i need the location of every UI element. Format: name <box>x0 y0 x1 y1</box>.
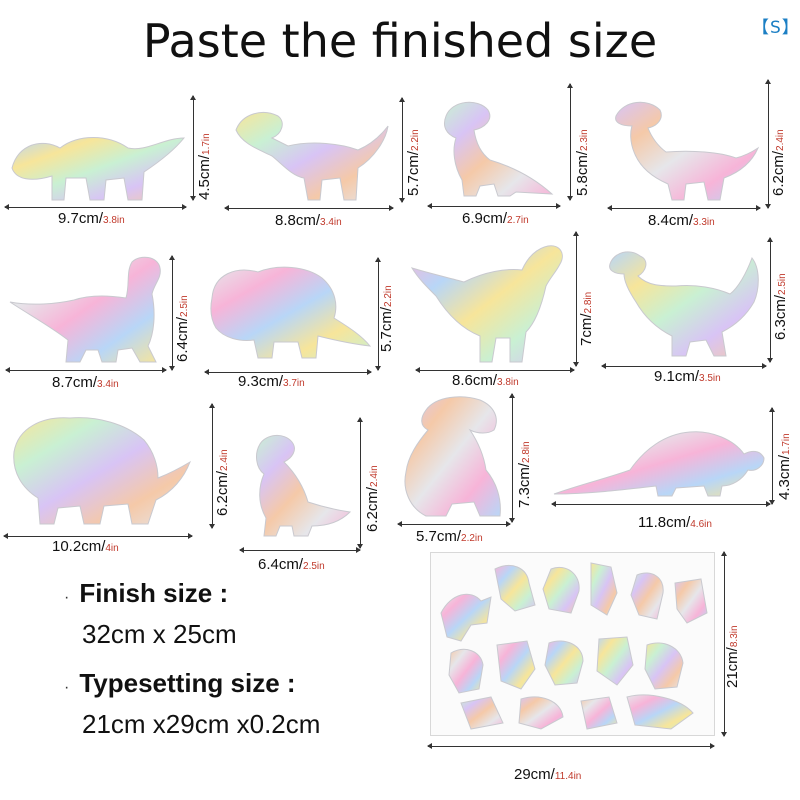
dinosaur-sticker-image <box>235 112 389 201</box>
width-dimension-line <box>551 501 771 507</box>
typesetting-size-value: 21cm x29cm x0.2cm <box>82 709 321 739</box>
height-label: 6.3cm/2.5in <box>772 273 789 340</box>
width-label: 11.8cm/4.6in <box>638 514 712 531</box>
height-dimension-line <box>573 231 579 367</box>
finish-size-row: · Finish size : <box>64 578 229 608</box>
width-label: 5.7cm/2.2in <box>416 528 483 545</box>
width-dimension-line <box>224 205 394 211</box>
height-dimension-line <box>769 407 775 505</box>
height-label: 21cm/8.3in <box>724 625 741 688</box>
height-label: 6.2cm/2.4in <box>214 449 231 516</box>
width-label: 29cm/11.4in <box>514 766 582 783</box>
width-label: 9.3cm/3.7in <box>238 373 305 390</box>
width-label: 9.7cm/3.8in <box>58 210 125 227</box>
width-dimension-line <box>239 547 361 553</box>
height-label: 6.4cm/2.5in <box>174 295 191 362</box>
height-dimension-line <box>567 83 573 201</box>
height-label: 7.3cm/2.8in <box>516 441 533 508</box>
width-label: 10.2cm/4in <box>52 538 119 555</box>
width-dimension-line <box>427 743 715 749</box>
brand-logo: 【S】 <box>752 18 800 38</box>
height-dimension-line <box>399 97 405 203</box>
height-label: 4.5cm/1.7in <box>196 133 213 200</box>
width-dimension-line <box>415 367 575 373</box>
width-dimension-line <box>204 369 372 375</box>
width-label: 6.9cm/2.7in <box>462 210 529 227</box>
dinosaur-sticker-image <box>9 256 161 363</box>
width-label: 8.8cm/3.4in <box>275 212 342 229</box>
dinosaur-sticker-image <box>210 266 372 359</box>
height-dimension-line <box>765 79 771 209</box>
typesetting-size-row: · Typesetting size : <box>64 668 296 698</box>
dinosaur-sticker-image <box>256 435 352 537</box>
width-dimension-line <box>601 363 767 369</box>
height-label: 6.2cm/2.4in <box>770 129 787 196</box>
dinosaur-sticker-image <box>410 245 563 363</box>
width-dimension-line <box>4 204 187 210</box>
dinosaur-sticker-image <box>11 137 186 201</box>
dinosaur-sticker-image <box>443 101 554 197</box>
width-dimension-line <box>3 533 193 539</box>
dinosaur-sticker-image <box>609 251 759 357</box>
width-dimension-line <box>427 203 561 209</box>
height-dimension-line <box>190 95 196 201</box>
dinosaur-sticker-image <box>13 417 191 525</box>
dinosaur-sticker-image <box>404 396 501 517</box>
height-dimension-line <box>509 393 515 523</box>
sheet-dinosaurs-image <box>440 562 708 730</box>
height-dimension-line <box>721 551 727 737</box>
height-label: 4.3cm/1.7in <box>776 433 793 500</box>
page-title: Paste the finished size <box>142 14 658 68</box>
width-label: 6.4cm/2.5in <box>258 556 325 573</box>
height-dimension-line <box>357 417 363 549</box>
height-label: 6.2cm/2.4in <box>364 465 381 532</box>
height-dimension-line <box>209 403 215 529</box>
width-dimension-line <box>397 521 511 527</box>
finish-size-value: 32cm x 25cm <box>82 619 237 649</box>
typesetting-size-label: Typesetting size : <box>79 668 296 698</box>
size-info: · Finish size : 32cm x 25cm · Typesetting … <box>64 578 320 740</box>
height-dimension-line <box>767 237 773 363</box>
dinosaur-sticker-image <box>553 431 765 497</box>
height-label: 5.7cm/2.2in <box>405 129 422 196</box>
height-label: 5.7cm/2.2in <box>378 285 395 352</box>
height-label: 7cm/2.8in <box>578 291 595 346</box>
width-dimension-line <box>5 367 167 373</box>
sticker-sheet-image <box>430 552 715 736</box>
width-dimension-line <box>607 205 761 211</box>
width-label: 8.6cm/3.8in <box>452 372 519 389</box>
width-label: 8.7cm/3.4in <box>52 374 119 391</box>
height-dimension-line <box>169 255 175 371</box>
width-label: 9.1cm/3.5in <box>654 368 721 385</box>
dinosaur-sticker-image <box>615 101 760 201</box>
height-dimension-line <box>375 257 381 371</box>
height-label: 5.8cm/2.3in <box>574 129 591 196</box>
width-label: 8.4cm/3.3in <box>648 212 715 229</box>
finish-size-label: Finish size : <box>79 578 229 608</box>
